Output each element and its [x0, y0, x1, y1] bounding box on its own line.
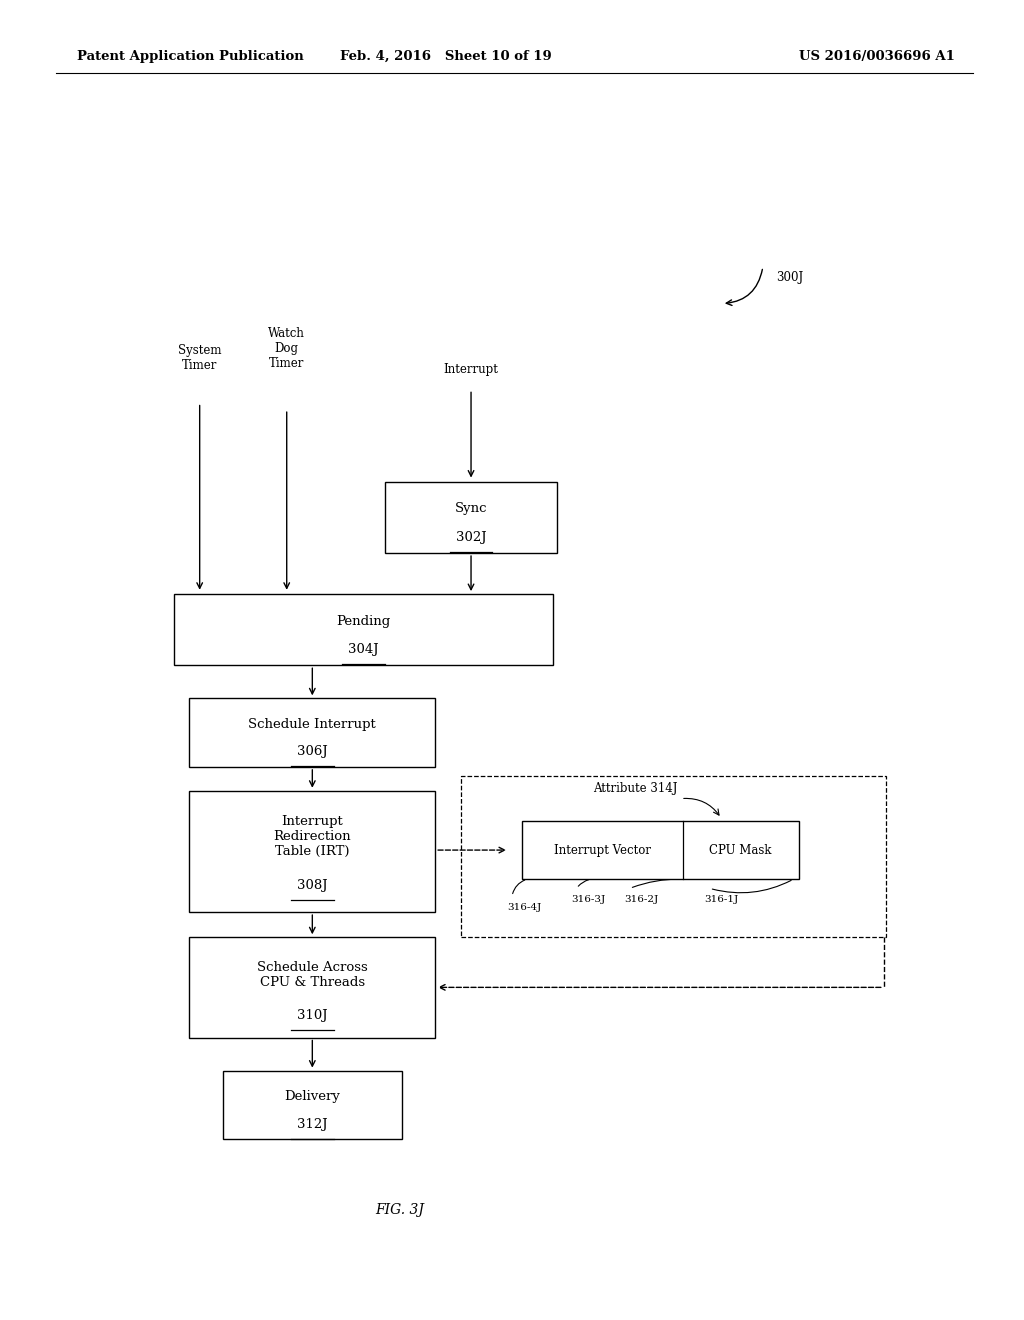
FancyBboxPatch shape	[385, 482, 557, 553]
Text: Feb. 4, 2016   Sheet 10 of 19: Feb. 4, 2016 Sheet 10 of 19	[340, 50, 551, 63]
Text: Delivery: Delivery	[285, 1090, 340, 1104]
FancyBboxPatch shape	[522, 821, 799, 879]
Text: US 2016/0036696 A1: US 2016/0036696 A1	[799, 50, 954, 63]
Text: Attribute 314J: Attribute 314J	[593, 781, 677, 795]
Text: Interrupt Vector: Interrupt Vector	[554, 843, 651, 857]
Text: Interrupt
Redirection
Table (IRT): Interrupt Redirection Table (IRT)	[273, 816, 351, 858]
Text: 310J: 310J	[297, 1008, 328, 1022]
FancyBboxPatch shape	[189, 791, 435, 912]
Text: Schedule Interrupt: Schedule Interrupt	[249, 718, 376, 731]
FancyBboxPatch shape	[189, 698, 435, 767]
Text: 308J: 308J	[297, 879, 328, 892]
Text: 316-3J: 316-3J	[571, 895, 605, 904]
Text: Schedule Across
CPU & Threads: Schedule Across CPU & Threads	[257, 961, 368, 989]
Text: 312J: 312J	[297, 1118, 328, 1130]
Text: FIG. 3J: FIG. 3J	[375, 1204, 424, 1217]
Text: Patent Application Publication: Patent Application Publication	[77, 50, 303, 63]
Text: 300J: 300J	[776, 271, 804, 284]
Text: Pending: Pending	[337, 615, 390, 627]
Text: Watch
Dog
Timer: Watch Dog Timer	[268, 326, 305, 370]
FancyBboxPatch shape	[223, 1071, 401, 1139]
Text: 304J: 304J	[348, 643, 379, 656]
Text: 302J: 302J	[456, 531, 486, 544]
FancyBboxPatch shape	[174, 594, 553, 665]
Text: System
Timer: System Timer	[178, 345, 221, 372]
FancyBboxPatch shape	[189, 937, 435, 1038]
Text: Sync: Sync	[455, 503, 487, 515]
Text: 316-4J: 316-4J	[507, 903, 541, 912]
Text: Interrupt: Interrupt	[443, 363, 499, 376]
Text: 316-1J: 316-1J	[705, 895, 738, 904]
Text: CPU Mask: CPU Mask	[710, 843, 772, 857]
Text: 316-2J: 316-2J	[625, 895, 658, 904]
Text: 306J: 306J	[297, 746, 328, 758]
